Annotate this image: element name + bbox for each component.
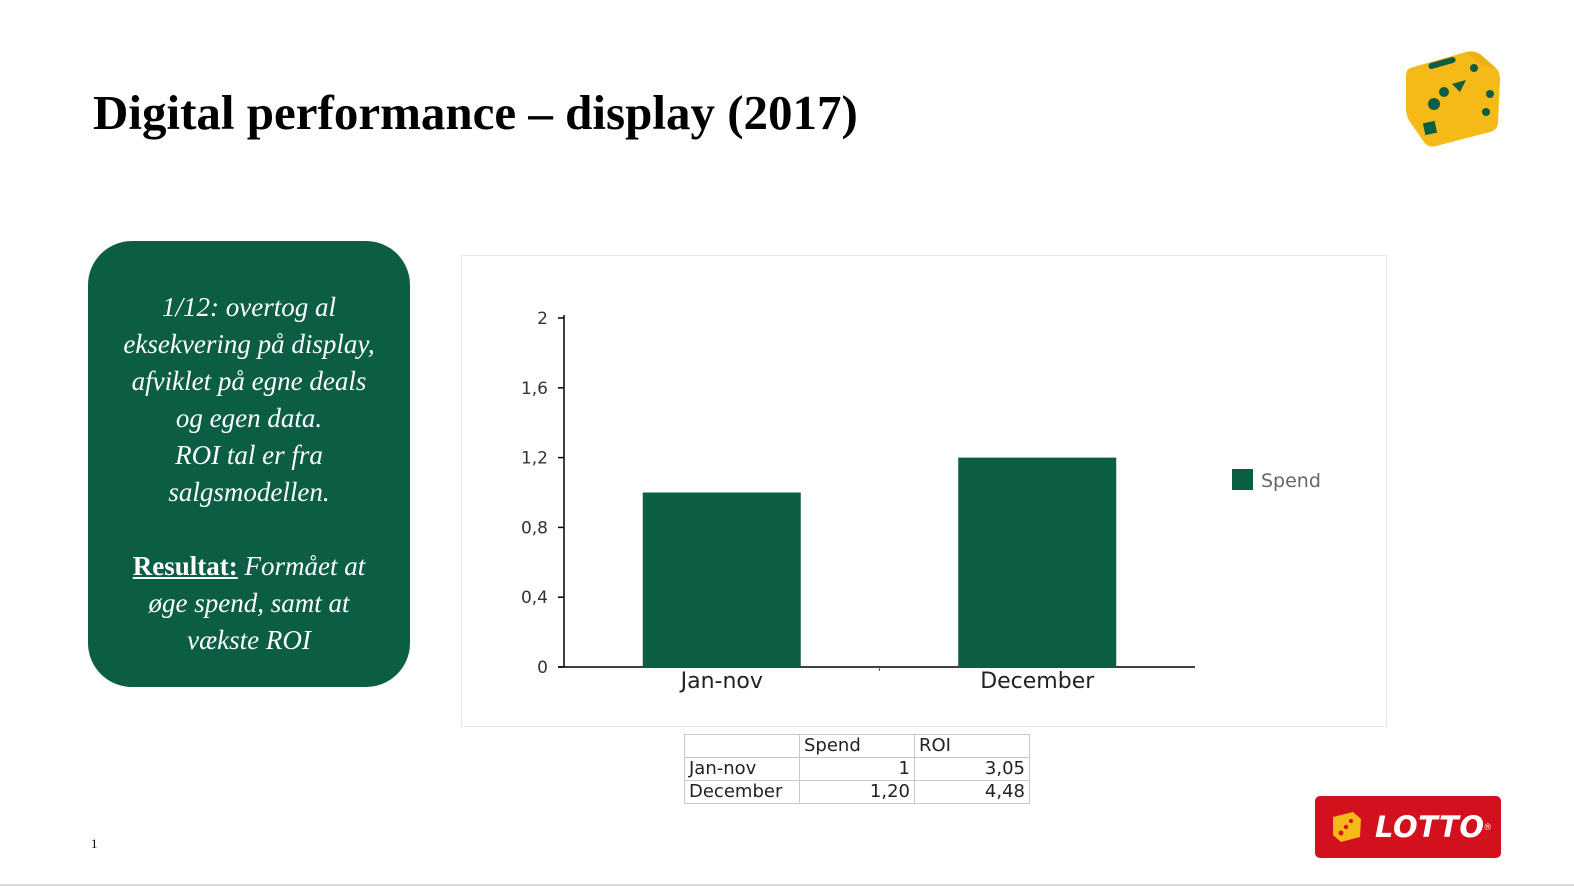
table-cell: Jan-nov	[684, 757, 800, 781]
legend-label: Spend	[1261, 470, 1321, 492]
y-tick-label: 2	[537, 309, 548, 329]
table-cell: 1	[799, 757, 915, 781]
note-line: 1/12: overtog al	[162, 292, 336, 322]
bottom-divider	[0, 884, 1574, 886]
table-cell: December	[684, 780, 800, 804]
table-cell: 1,20	[799, 780, 915, 804]
table-row: Jan-nov 1 3,05	[684, 757, 1030, 781]
table-header: ROI	[914, 734, 1030, 758]
result-label: Resultat:	[132, 551, 238, 581]
y-tick-label: 1,2	[521, 449, 548, 469]
note-line: afviklet på egne deals	[131, 366, 367, 396]
note-line: eksekvering på display,	[123, 329, 375, 359]
lotto-logo-text: LOTTO	[1375, 810, 1485, 844]
result-line: Resultat: Formået at	[88, 548, 410, 585]
note-box: 1/12: overtog al eksekvering på display,…	[88, 241, 410, 687]
dice-logo-icon	[1406, 51, 1500, 147]
result-text: vækste ROI	[187, 625, 311, 655]
y-tick-label: 0,4	[521, 588, 548, 608]
table-row: December 1,20 4,48	[684, 780, 1030, 804]
x-category-label: Jan-nov	[679, 669, 763, 694]
lotto-logo: LOTTO ®	[1315, 796, 1501, 858]
chart-frame: 0 0,4 0,8 1,2 1,6 2 Jan-nov December Spend	[461, 255, 1387, 727]
bar	[642, 492, 801, 667]
note-line: ROI tal er fra	[175, 440, 323, 470]
note-line: salgsmodellen.	[168, 477, 330, 507]
result-text: øge spend, samt at	[148, 588, 350, 618]
registered-mark: ®	[1484, 822, 1492, 832]
table-header	[684, 734, 800, 758]
result-text: Formået at	[237, 551, 366, 581]
bar	[958, 457, 1117, 667]
bar-chart: 0 0,4 0,8 1,2 1,6 2 Jan-nov December Spend	[521, 309, 1321, 694]
y-tick-label: 0	[537, 658, 548, 678]
x-category-label: December	[980, 669, 1095, 694]
table-cell: 3,05	[914, 757, 1030, 781]
y-tick-label: 1,6	[521, 379, 548, 399]
y-tick-label: 0,8	[521, 518, 548, 538]
lotto-dice-icon	[1333, 812, 1361, 842]
legend-swatch	[1232, 469, 1253, 490]
data-table: Spend ROI Jan-nov 1 3,05 December 1,20 4…	[684, 734, 1030, 804]
table-header-row: Spend ROI	[684, 734, 1030, 758]
table-cell: 4,48	[914, 780, 1030, 804]
page-number: 1	[91, 836, 98, 851]
page-title: Digital performance – display (2017)	[93, 85, 858, 140]
note-line: og egen data.	[175, 403, 323, 433]
table-header: Spend	[799, 734, 915, 758]
